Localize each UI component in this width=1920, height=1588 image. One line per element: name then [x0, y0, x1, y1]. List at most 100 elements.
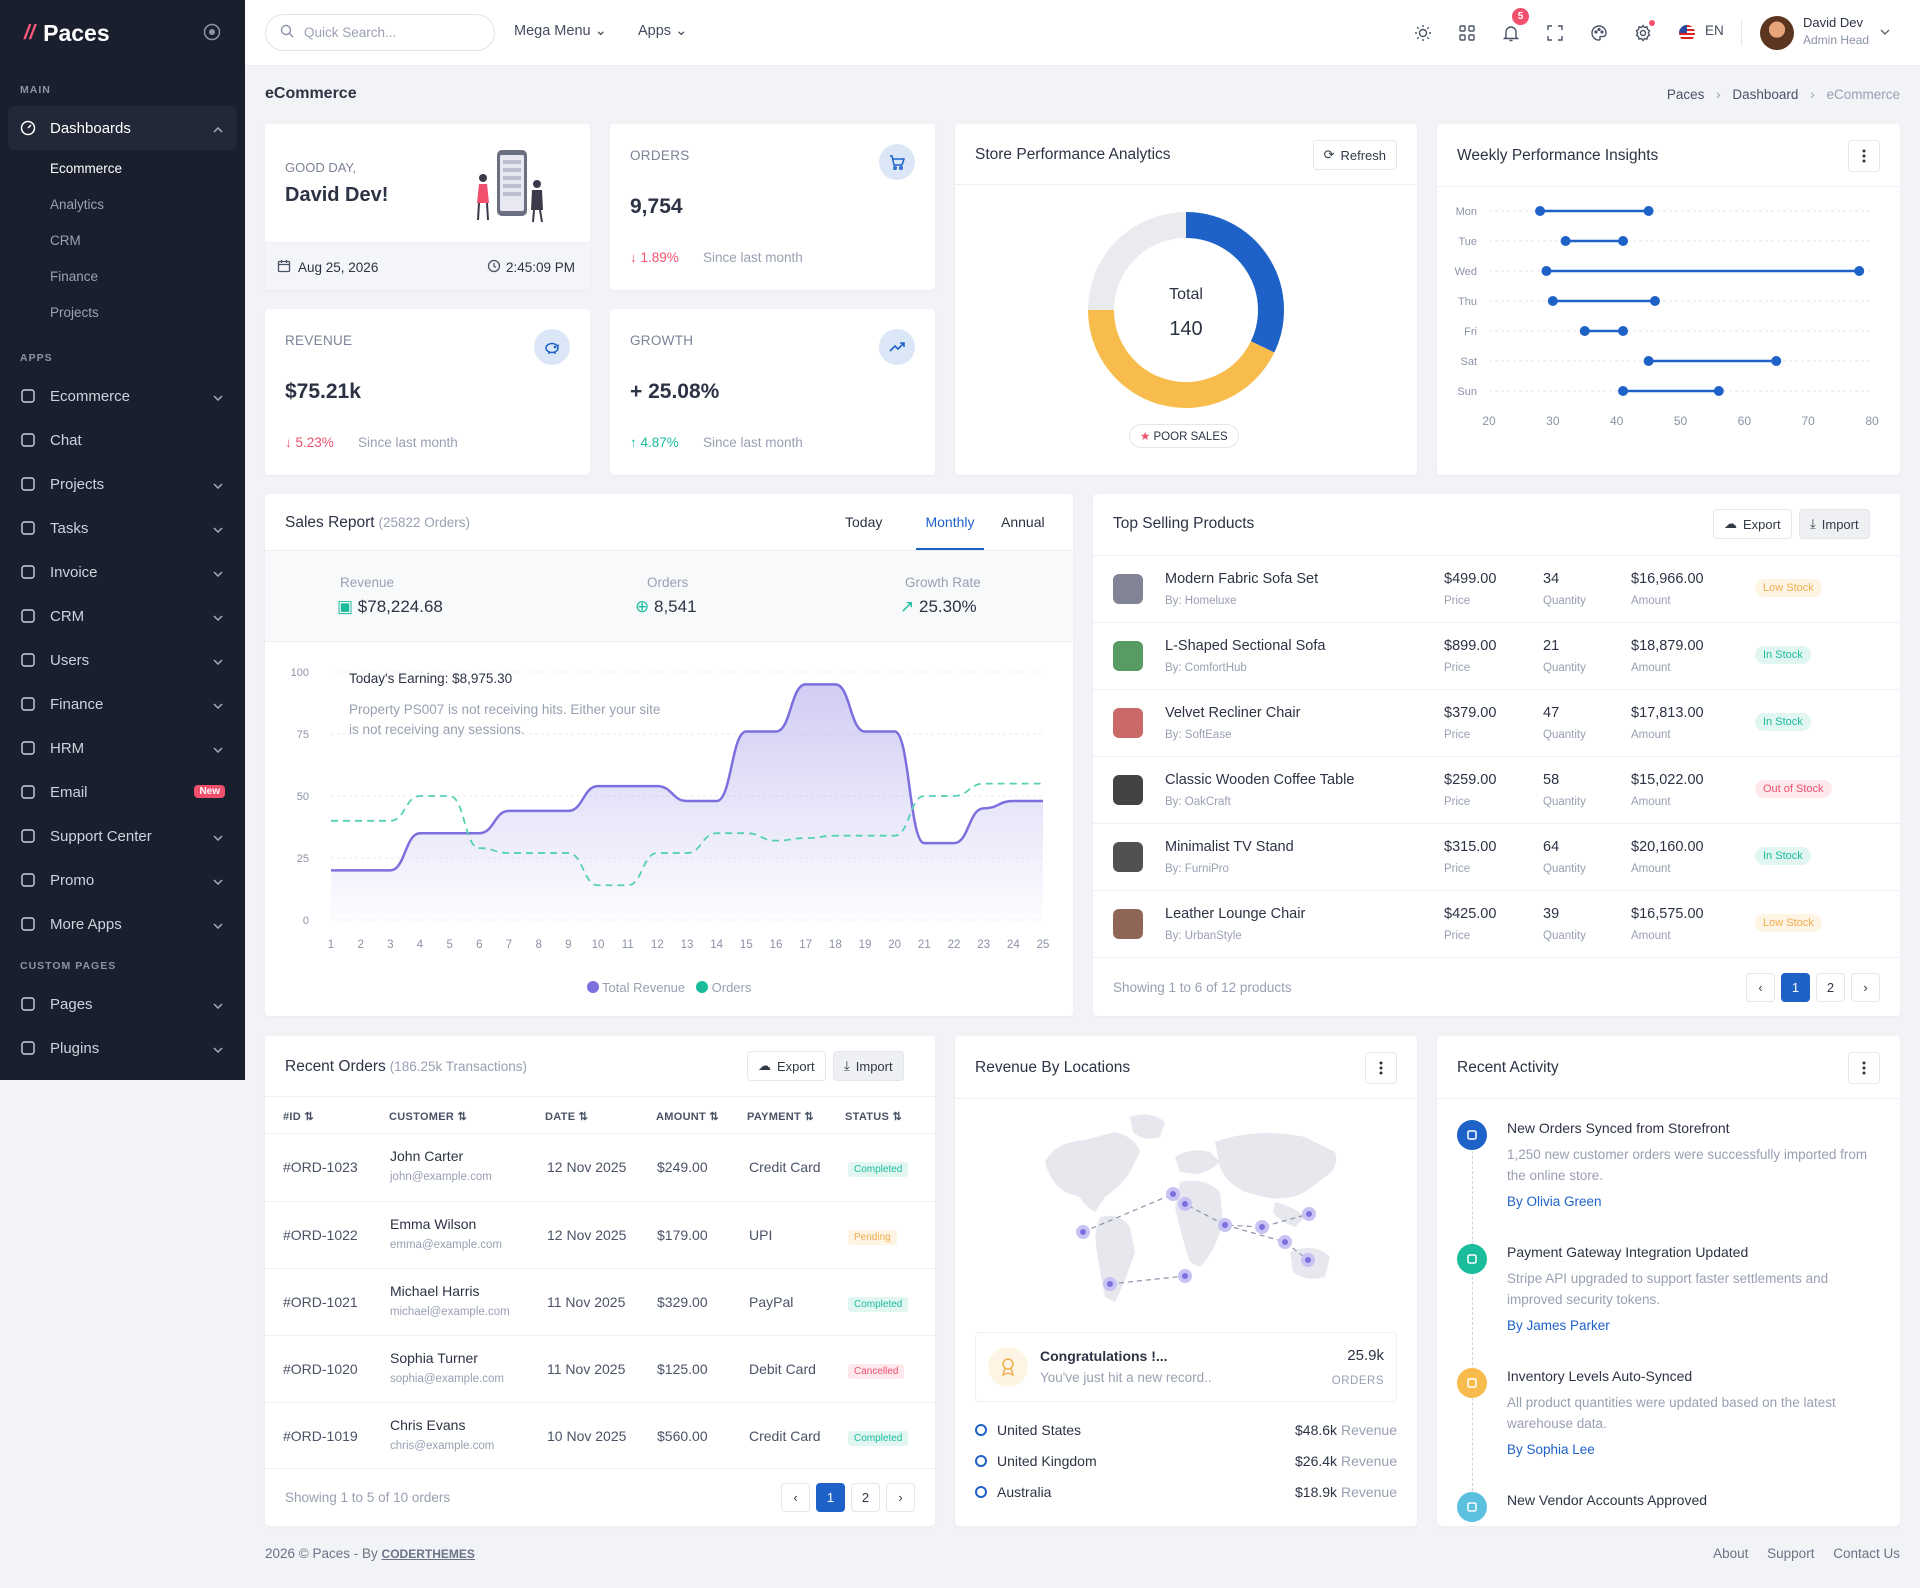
sidebar-item-dashboards[interactable]: Dashboards [8, 106, 237, 150]
export-button[interactable]: ☁ Export [1713, 509, 1792, 539]
table-row[interactable]: Velvet Recliner Chair By: SoftEase $379.00… [1093, 689, 1900, 756]
sidebar-sub-finance[interactable]: Finance [50, 268, 99, 284]
table-row[interactable]: #ORD-1022 Emma Wilson emma@example.com 12 N… [265, 1201, 935, 1268]
range-point[interactable] [1541, 266, 1552, 276]
range-point[interactable] [1560, 236, 1571, 246]
sidebar-toggle-icon[interactable] [203, 23, 221, 44]
sidebar-item-users[interactable]: Users [0, 638, 245, 682]
table-row[interactable]: #ORD-1019 Chris Evans chris@example.com 10 … [265, 1402, 935, 1469]
chevron-down-icon[interactable] [1880, 24, 1890, 40]
sidebar-sub-ecommerce[interactable]: Ecommerce [50, 160, 123, 176]
sidebar-item-chat[interactable]: Chat [0, 418, 245, 462]
tab-annual[interactable]: Annual [1001, 514, 1045, 530]
page-button[interactable]: 1 [816, 1483, 845, 1512]
sidebar-item-email[interactable]: Email New [0, 770, 245, 814]
sidebar-item-crm[interactable]: CRM [0, 594, 245, 638]
sidebar-sub-analytics[interactable]: Analytics [50, 196, 105, 212]
table-row[interactable]: L-Shaped Sectional Sofa By: ComfortHub $89… [1093, 622, 1900, 689]
donut-segment[interactable] [1185, 212, 1284, 353]
sidebar-item-invoice[interactable]: Invoice [0, 550, 245, 594]
next-page-button[interactable]: › [1851, 973, 1880, 1002]
sidebar-sub-crm[interactable]: CRM [50, 232, 81, 248]
order-id[interactable]: #ORD-1023 [283, 1159, 358, 1175]
table-row[interactable]: Modern Fabric Sofa Set By: Homeluxe $499.0… [1093, 555, 1900, 622]
tab-today[interactable]: Today [845, 514, 883, 530]
footer-link-support[interactable]: Support [1767, 1546, 1815, 1561]
order-id[interactable]: #ORD-1020 [283, 1361, 358, 1377]
footer-brand-link[interactable]: CODERTHEMES [381, 1547, 475, 1561]
range-point[interactable] [1713, 386, 1724, 396]
col-header[interactable]: AMOUNT ⇅ [656, 1111, 719, 1123]
activity-author-link[interactable]: By Olivia Green [1507, 1194, 1602, 1209]
activity-author-link[interactable]: By James Parker [1507, 1318, 1610, 1333]
col-header[interactable]: STATUS ⇅ [845, 1111, 903, 1123]
col-header[interactable]: PAYMENT ⇅ [747, 1111, 814, 1123]
tab-monthly[interactable]: Monthly [916, 494, 984, 550]
order-id[interactable]: #ORD-1022 [283, 1227, 358, 1243]
export-button[interactable]: ☁ Export [747, 1051, 826, 1081]
sidebar-item-projects[interactable]: Projects [0, 462, 245, 506]
prev-page-button[interactable]: ‹ [1746, 973, 1775, 1002]
range-point[interactable] [1535, 206, 1546, 216]
apps-menu[interactable]: Apps ⌄ [638, 23, 687, 39]
product-name[interactable]: Minimalist TV Stand [1165, 839, 1294, 855]
location-row[interactable]: United Kingdom $26.4k Revenue [975, 1453, 1397, 1477]
table-row[interactable]: Minimalist TV Stand By: FurniPro $315.00 Pr… [1093, 823, 1900, 890]
location-row[interactable]: United States $48.6k Revenue [975, 1422, 1397, 1446]
order-id[interactable]: #ORD-1019 [283, 1428, 358, 1444]
range-point[interactable] [1771, 356, 1782, 366]
sidebar-sub-projects[interactable]: Projects [50, 304, 99, 320]
range-point[interactable] [1579, 326, 1590, 336]
sidebar-item-tasks[interactable]: Tasks [0, 506, 245, 550]
range-point[interactable] [1643, 206, 1654, 216]
more-vertical-icon[interactable] [1848, 1052, 1880, 1084]
page-button[interactable]: 1 [1781, 973, 1810, 1002]
mega-menu[interactable]: Mega Menu ⌄ [514, 23, 607, 39]
logo[interactable]: // Paces [0, 0, 245, 66]
user-name[interactable]: David Dev [1803, 15, 1863, 30]
breadcrumb-item[interactable]: Paces [1666, 87, 1705, 102]
import-button[interactable]: ⤓ Import [833, 1051, 904, 1081]
bell-icon[interactable] [1500, 22, 1522, 44]
range-point[interactable] [1649, 296, 1660, 306]
us-flag-icon[interactable] [1676, 22, 1698, 44]
donut-segment[interactable] [1088, 212, 1187, 311]
orders-line[interactable] [330, 782, 1043, 887]
table-row[interactable]: #ORD-1021 Michael Harris michael@example.c… [265, 1268, 935, 1335]
order-id[interactable]: #ORD-1021 [283, 1294, 358, 1310]
donut-segment[interactable] [1088, 309, 1275, 408]
search-input[interactable]: Quick Search... [265, 14, 495, 51]
language-label[interactable]: EN [1705, 23, 1724, 38]
page-button[interactable]: 2 [851, 1483, 880, 1512]
page-button[interactable]: 2 [1816, 973, 1845, 1002]
footer-link-contact[interactable]: Contact Us [1833, 1546, 1900, 1561]
table-row[interactable]: #ORD-1023 John Carter john@example.com 12 N… [265, 1134, 935, 1201]
sidebar-item-more-apps[interactable]: More Apps [0, 902, 245, 946]
settings-gear-icon[interactable] [1632, 20, 1655, 44]
sidebar-item-finance[interactable]: Finance [0, 682, 245, 726]
more-vertical-icon[interactable] [1848, 140, 1880, 172]
breadcrumb-item[interactable]: Dashboard [1732, 87, 1799, 102]
sidebar-item-hrm[interactable]: HRM [0, 726, 245, 770]
legend-label[interactable]: Orders [711, 980, 752, 995]
table-row[interactable]: Classic Wooden Coffee Table By: OakCraft $… [1093, 756, 1900, 823]
product-name[interactable]: Velvet Recliner Chair [1165, 705, 1301, 721]
sidebar-item-plugins[interactable]: Plugins [0, 1026, 245, 1070]
table-row[interactable]: Leather Lounge Chair By: UrbanStyle $425.0… [1093, 890, 1900, 957]
import-button[interactable]: ⤓ Import [1799, 509, 1870, 539]
col-header[interactable]: #ID ⇅ [283, 1111, 314, 1123]
activity-author-link[interactable]: By Sophia Lee [1507, 1442, 1595, 1457]
range-point[interactable] [1547, 296, 1558, 306]
range-point[interactable] [1618, 326, 1629, 336]
apps-grid-icon[interactable] [1456, 22, 1478, 44]
range-point[interactable] [1618, 386, 1629, 396]
sidebar-item-promo[interactable]: Promo [0, 858, 245, 902]
sidebar-item-support-center[interactable]: Support Center [0, 814, 245, 858]
legend-label[interactable]: Total Revenue [602, 980, 686, 995]
product-name[interactable]: L-Shaped Sectional Sofa [1165, 638, 1326, 654]
product-name[interactable]: Modern Fabric Sofa Set [1165, 571, 1319, 587]
prev-page-button[interactable]: ‹ [781, 1483, 810, 1512]
range-point[interactable] [1854, 266, 1865, 276]
col-header[interactable]: DATE ⇅ [545, 1111, 589, 1123]
palette-icon[interactable] [1588, 22, 1610, 44]
